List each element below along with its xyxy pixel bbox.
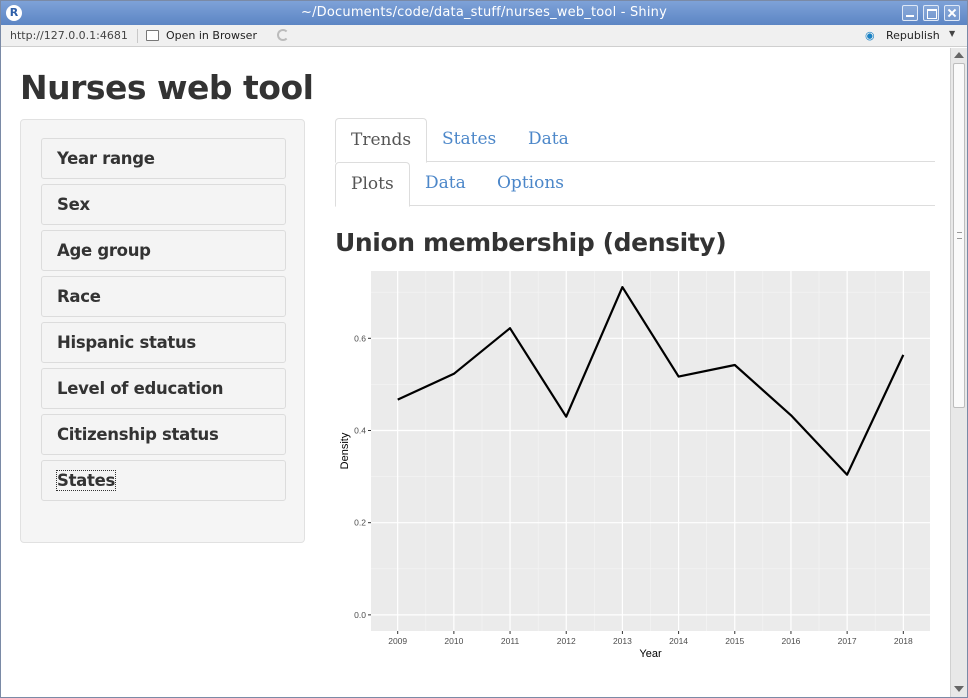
x-tick-label: 2017 [838, 636, 857, 646]
title-bar[interactable]: R ~/Documents/code/data_stuff/nurses_web… [1, 1, 967, 25]
toolbar-divider [137, 29, 138, 43]
x-tick-label: 2010 [444, 636, 463, 646]
tab-plots[interactable]: Plots [335, 162, 410, 207]
r-app-icon: R [6, 5, 22, 21]
x-tick-label: 2009 [388, 636, 407, 646]
tab-sub-data[interactable]: Data [425, 173, 466, 193]
vertical-scrollbar[interactable] [950, 48, 967, 697]
line-chart: 2009 2010 2011 2012 2013 2014 2015 2016 2017 2018… [339, 271, 930, 660]
grip-icon [957, 232, 962, 239]
open-in-browser-button[interactable]: Open in Browser [166, 29, 257, 42]
url-display[interactable]: http://127.0.0.1:4681 [10, 29, 128, 42]
maximize-button[interactable] [923, 5, 939, 21]
x-tick-label: 2014 [669, 636, 688, 646]
sidebar-item-hispanic-status[interactable]: Hispanic status [41, 322, 286, 363]
sidebar-item-level-of-education[interactable]: Level of education [41, 368, 286, 409]
sidebar-item-label: Year range [57, 149, 155, 168]
chevron-down-icon[interactable]: ▼ [949, 29, 956, 38]
minimize-button[interactable] [902, 5, 918, 21]
tab-trends[interactable]: Trends [335, 118, 428, 163]
sidebar-item-label: Hispanic status [57, 333, 196, 352]
sidebar-item-label: States [55, 470, 117, 491]
sidebar-item-label: Citizenship status [57, 425, 219, 444]
browser-icon[interactable] [146, 30, 159, 41]
window-title: ~/Documents/code/data_stuff/nurses_web_t… [301, 5, 667, 20]
republish-icon[interactable]: ◉ [865, 29, 875, 42]
top-tabs: Trends States Data [335, 118, 935, 163]
y-axis-label: Density [339, 432, 351, 469]
tab-data[interactable]: Data [528, 129, 569, 149]
main-panel: Trends States Data Plots Data Options Un… [335, 118, 935, 697]
sidebar-item-states[interactable]: States [41, 460, 286, 501]
y-tick-label: 0.2 [354, 518, 366, 528]
sidebar-item-sex[interactable]: Sex [41, 184, 286, 225]
x-axis-label: Year [639, 648, 662, 660]
close-button[interactable] [944, 5, 960, 21]
sidebar-item-race[interactable]: Race [41, 276, 286, 317]
x-tick-label: 2012 [557, 636, 576, 646]
republish-button[interactable]: Republish [886, 29, 940, 42]
scroll-down-icon[interactable] [954, 686, 964, 692]
x-tick-label: 2011 [501, 636, 520, 646]
app-content: Nurses web tool Year range Sex Age group… [1, 48, 950, 697]
series-line [397, 286, 905, 476]
y-tick-label: 0.0 [354, 610, 366, 620]
y-tick-label: 0.6 [354, 333, 366, 343]
tab-states[interactable]: States [442, 129, 497, 149]
scroll-thumb[interactable] [953, 63, 965, 408]
sidebar-panel: Year range Sex Age group Race Hispanic s… [20, 119, 305, 543]
sidebar-item-year-range[interactable]: Year range [41, 138, 286, 179]
tab-options[interactable]: Options [497, 173, 564, 193]
sidebar-item-label: Age group [57, 241, 151, 260]
viewer-toolbar: http://127.0.0.1:4681 Open in Browser ◉ … [1, 25, 967, 47]
plot-title: Union membership (density) [335, 228, 727, 257]
sidebar-item-citizenship-status[interactable]: Citizenship status [41, 414, 286, 455]
x-tick-label: 2018 [894, 636, 913, 646]
sidebar-item-label: Sex [57, 195, 90, 214]
sidebar-item-label: Race [57, 287, 101, 306]
sidebar-item-label: Level of education [57, 379, 224, 398]
scroll-up-icon[interactable] [954, 52, 964, 58]
sidebar-item-age-group[interactable]: Age group [41, 230, 286, 271]
x-tick-label: 2016 [781, 636, 800, 646]
y-tick-label: 0.4 [354, 425, 366, 435]
page-title: Nurses web tool [20, 68, 314, 107]
x-tick-label: 2015 [725, 636, 744, 646]
sub-tabs: Plots Data Options [335, 162, 935, 207]
refresh-icon[interactable] [277, 29, 289, 41]
x-tick-label: 2013 [613, 636, 632, 646]
